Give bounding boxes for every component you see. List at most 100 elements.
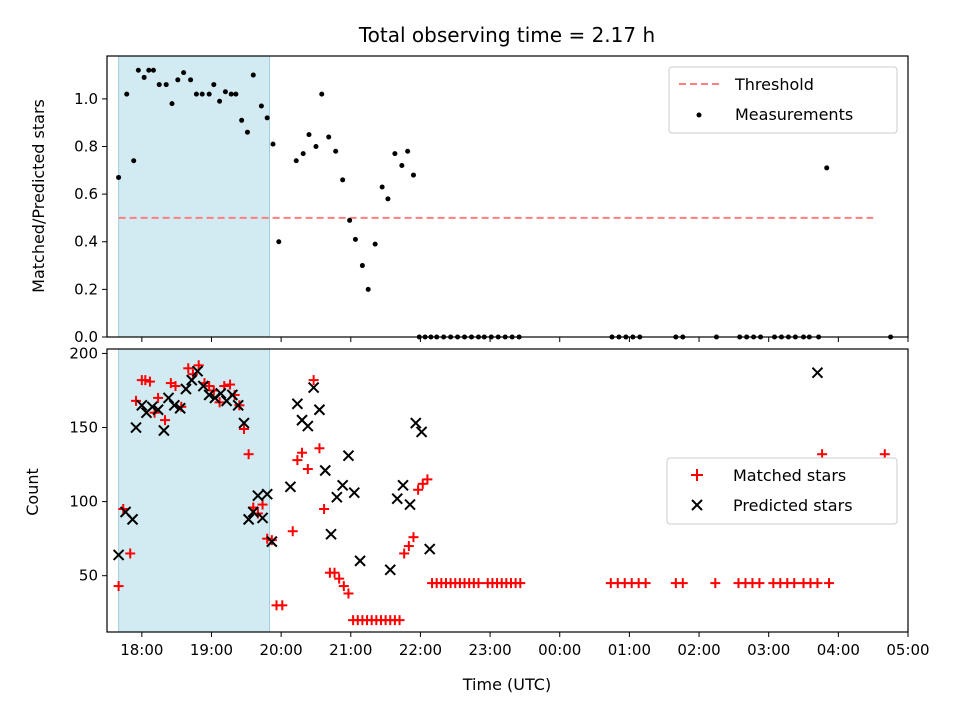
measurement-point <box>258 103 264 109</box>
legend-measurements-swatch <box>696 112 702 118</box>
matched-star-point <box>403 541 414 552</box>
measurement-point <box>124 91 130 97</box>
predicted-star-point <box>391 492 403 505</box>
measurement-point <box>347 217 353 223</box>
predicted-star-point <box>291 398 304 410</box>
predicted-star-point <box>168 399 181 412</box>
predicted-star-point <box>811 366 824 379</box>
measurement-point <box>228 91 234 97</box>
predicted-star-point <box>384 564 396 576</box>
predicted-star-point <box>284 481 297 493</box>
legend-matched-swatch <box>691 469 703 481</box>
predicted-star-point <box>348 487 360 499</box>
measurement-point <box>239 117 245 123</box>
matched-star-point <box>243 449 254 460</box>
y-tick-label: 0.6 <box>74 185 98 203</box>
top-panel: 0.0 0.2 0.4 0.6 0.8 1.0 Matched/Predicted sta… <box>29 55 909 346</box>
measurement-point <box>333 148 339 154</box>
predicted-star-point <box>136 399 148 412</box>
matched-star-point <box>204 381 215 392</box>
matched-star-point <box>319 504 330 515</box>
measurement-point <box>300 151 306 157</box>
measurement-point <box>206 91 212 97</box>
x-tick-label: 21:00 <box>329 641 372 659</box>
matched-star-point <box>824 578 835 589</box>
y-tick-label: 0.2 <box>74 280 98 298</box>
matched-star-point <box>131 395 142 406</box>
measurement-point <box>244 129 250 135</box>
matched-star-point <box>187 369 198 380</box>
predicted-star-point <box>424 543 436 555</box>
measurement-point <box>181 70 187 76</box>
matched-star-point <box>422 474 433 485</box>
matched-star-point <box>277 600 288 611</box>
y-tick-label: 0.4 <box>74 233 98 251</box>
measurement-point <box>193 91 199 97</box>
measurement-point <box>276 239 282 245</box>
measurement-point <box>199 91 205 97</box>
y-tick-label: 1.0 <box>74 90 98 108</box>
x-tick-label: 03:00 <box>747 641 790 659</box>
measurement-point <box>217 98 223 104</box>
y-tick-label: 0.0 <box>74 328 98 346</box>
predicted-star-point <box>247 506 259 518</box>
matched-star-point <box>113 581 124 592</box>
measurement-point <box>264 115 270 121</box>
measurement-point <box>150 67 156 73</box>
predicted-star-point <box>313 404 326 416</box>
predicted-star-point <box>215 387 227 400</box>
measurement-point <box>233 91 239 97</box>
top-y-axis-label: Matched/Predicted stars <box>29 99 48 293</box>
matched-star-point <box>160 415 171 426</box>
x-tick-label: 19:00 <box>190 641 233 659</box>
measurement-point <box>188 77 194 83</box>
measurement-point <box>824 165 830 171</box>
matched-star-point <box>789 578 800 589</box>
bottom-span <box>118 348 271 633</box>
predicted-star-point <box>180 383 192 395</box>
matched-star-point <box>153 392 164 403</box>
measurement-point <box>135 67 141 73</box>
measurement-point <box>399 163 405 169</box>
predicted-star-point <box>319 464 331 477</box>
x-tick-label: 20:00 <box>260 641 303 659</box>
measurement-point <box>410 172 416 178</box>
measurement-point <box>270 141 276 147</box>
predicted-star-point <box>232 399 244 412</box>
measurement-point <box>293 158 299 164</box>
bottom-panel: 50 100 150 200 18:00 19:00 20:00 21:00 22:00 23:… <box>23 344 930 659</box>
predicted-star-point <box>242 513 255 526</box>
bottom-y-axis-label: Count <box>23 468 42 516</box>
predicted-star-point <box>410 417 422 429</box>
matched-star-point <box>812 578 823 589</box>
measurement-point <box>326 134 332 140</box>
measurement-point <box>156 82 162 88</box>
legend-predicted-swatch <box>691 499 703 511</box>
matched-star-point <box>640 578 651 589</box>
matched-star-point <box>193 360 204 371</box>
predicted-star-point <box>307 381 320 394</box>
predicted-star-point <box>342 449 355 462</box>
predicted-star-point <box>152 404 164 416</box>
bottom-legend: Matched stars Predicted stars <box>666 457 898 525</box>
predicted-star-point <box>354 555 366 567</box>
bottom-axes-frame <box>106 348 909 633</box>
legend-measurements-label: Measurements <box>735 105 853 124</box>
measurement-point <box>385 196 391 202</box>
predicted-star-point <box>325 528 337 540</box>
x-tick-label: 04:00 <box>817 641 860 659</box>
x-tick-label: 18:00 <box>120 641 163 659</box>
matched-star-point <box>413 484 424 495</box>
measurement-point <box>405 148 411 154</box>
matched-star-point <box>225 379 236 390</box>
matched-star-point <box>408 532 419 543</box>
predicted-star-point <box>174 402 186 414</box>
top-span <box>118 55 271 338</box>
matched-star-point <box>287 526 298 537</box>
predicted-star-point <box>112 549 125 561</box>
measurement-point <box>379 184 385 190</box>
x-tick-label: 23:00 <box>468 641 511 659</box>
matched-star-point <box>515 578 526 589</box>
predicted-star-point <box>256 512 269 524</box>
measurement-point <box>372 241 378 247</box>
